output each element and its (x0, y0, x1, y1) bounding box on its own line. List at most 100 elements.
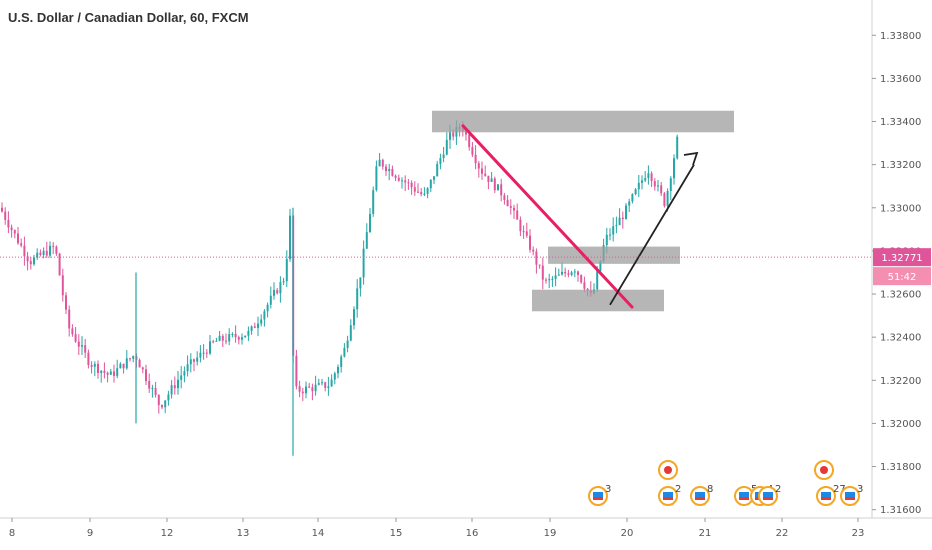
candle-body (381, 159, 384, 167)
maple-leaf-icon (664, 466, 672, 474)
candle-body (4, 211, 7, 220)
candle-body (541, 265, 544, 280)
candle-body (29, 261, 32, 265)
candle-body (532, 249, 535, 252)
candle-body (199, 352, 202, 358)
candle-body (189, 359, 192, 365)
candle-body (263, 311, 266, 320)
candle-body (253, 326, 256, 328)
candle-body (289, 215, 291, 260)
candle-body (660, 185, 663, 194)
candle-body (228, 334, 231, 342)
candle-body (77, 341, 80, 347)
candle-body (388, 168, 391, 172)
chart-title: U.S. Dollar / Canadian Dollar, 60, FXCM (8, 10, 249, 25)
candle-body (141, 367, 144, 370)
maple-leaf-icon (820, 466, 828, 474)
candle-body (164, 400, 167, 408)
candle-body (106, 372, 109, 375)
support-zone (532, 289, 664, 312)
candle-body (298, 386, 301, 392)
candle-body (605, 234, 608, 246)
candle-body (631, 194, 634, 202)
us-flag-field (763, 492, 773, 500)
event-count: 2 (675, 484, 681, 495)
candle-body (407, 182, 410, 184)
candle-body (285, 259, 288, 282)
candle-body (545, 279, 547, 281)
candle-body (148, 380, 151, 389)
us-flag-stripe (821, 497, 831, 500)
candle-body (138, 359, 141, 368)
candle-body (151, 388, 154, 390)
candle-body (295, 355, 298, 387)
candle-body (49, 245, 51, 256)
candle-body (327, 386, 330, 388)
candle-body (474, 154, 477, 164)
candle-body (554, 275, 557, 279)
y-tick-label: 1.32000 (880, 419, 921, 430)
x-tick-label: 14 (312, 528, 325, 539)
event-count: 3 (857, 484, 863, 495)
x-tick-label: 15 (390, 528, 403, 539)
candle-body (58, 253, 61, 276)
us-flag-field (593, 492, 603, 500)
candle-body (500, 184, 503, 196)
candle-body (61, 275, 64, 296)
candle-body (385, 166, 387, 172)
candle-body (122, 363, 125, 369)
downtrend-line (461, 124, 634, 309)
candle-body (42, 250, 45, 255)
candle-body (282, 281, 285, 283)
candle-body (394, 175, 397, 178)
candle-body (641, 180, 643, 183)
candle-body (97, 363, 99, 374)
candle-body (314, 384, 317, 392)
candle-body (81, 345, 83, 347)
candle-body (266, 304, 269, 312)
candle-body (71, 328, 74, 335)
candle-body (673, 158, 675, 179)
y-tick-label: 1.33000 (880, 203, 921, 214)
x-tick-label: 13 (237, 528, 250, 539)
event-count: 8 (707, 484, 713, 495)
candle-body (519, 219, 522, 232)
x-tick-label: 9 (87, 528, 93, 539)
candle-body (538, 264, 541, 266)
candle-body (116, 368, 119, 376)
candle-body (186, 364, 189, 372)
candle-body (353, 309, 355, 326)
candle-body (301, 391, 304, 394)
us-flag-field (821, 492, 831, 500)
candle-body (93, 363, 96, 367)
candle-body (567, 273, 570, 275)
candle-body (154, 388, 157, 395)
candle-body (471, 147, 474, 155)
candle-body (596, 271, 599, 290)
candle-body (487, 175, 490, 182)
candle-body (445, 139, 448, 155)
candle-body (423, 193, 426, 195)
candle-body (497, 184, 499, 191)
candle-body (557, 274, 560, 276)
candle-body (647, 173, 650, 179)
y-tick-label: 1.31600 (880, 505, 921, 516)
candle-body (247, 330, 250, 336)
candle-body (145, 369, 147, 381)
candle-body (375, 166, 378, 191)
y-tick-label: 1.33200 (880, 160, 921, 171)
candle-body (618, 217, 621, 226)
candle-body (468, 134, 471, 148)
candle-body (509, 206, 512, 208)
candle-body (621, 217, 624, 220)
candle-body (234, 333, 237, 338)
candle-body (193, 359, 195, 362)
middle-zone (548, 246, 680, 264)
candle-body (676, 136, 679, 159)
us-flag-stripe (593, 497, 603, 500)
candle-body (513, 207, 515, 211)
candle-body (439, 158, 442, 164)
x-tick-label: 12 (161, 528, 174, 539)
